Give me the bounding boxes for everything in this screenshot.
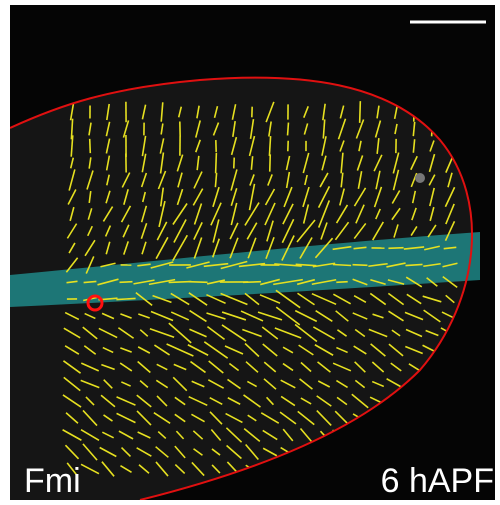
stain-label: Fmi <box>24 462 81 500</box>
polarity-vector <box>169 282 192 283</box>
polarity-vector <box>360 101 361 123</box>
polarity-vector <box>336 282 347 283</box>
polarity-vector <box>405 264 422 265</box>
stage-label: 6 hAPF <box>381 462 494 500</box>
polarity-vector <box>353 265 368 266</box>
micrograph: Fmi 6 hAPF <box>0 0 500 505</box>
polarity-vector <box>84 281 97 282</box>
polarity-vector <box>188 282 207 283</box>
grey-spot <box>415 173 425 183</box>
page: Fmi 6 hAPF (() => { const data = JSON.pa… <box>0 0 500 505</box>
polarity-vector <box>216 153 217 174</box>
polarity-vector <box>333 265 351 266</box>
polarity-vector <box>288 123 289 136</box>
polarity-vector <box>243 282 261 283</box>
polarity-vector <box>90 139 91 153</box>
polarity-vector <box>388 248 403 249</box>
polarity-vector <box>270 154 271 171</box>
polarity-vector <box>120 282 133 283</box>
polarity-vector <box>116 298 135 299</box>
